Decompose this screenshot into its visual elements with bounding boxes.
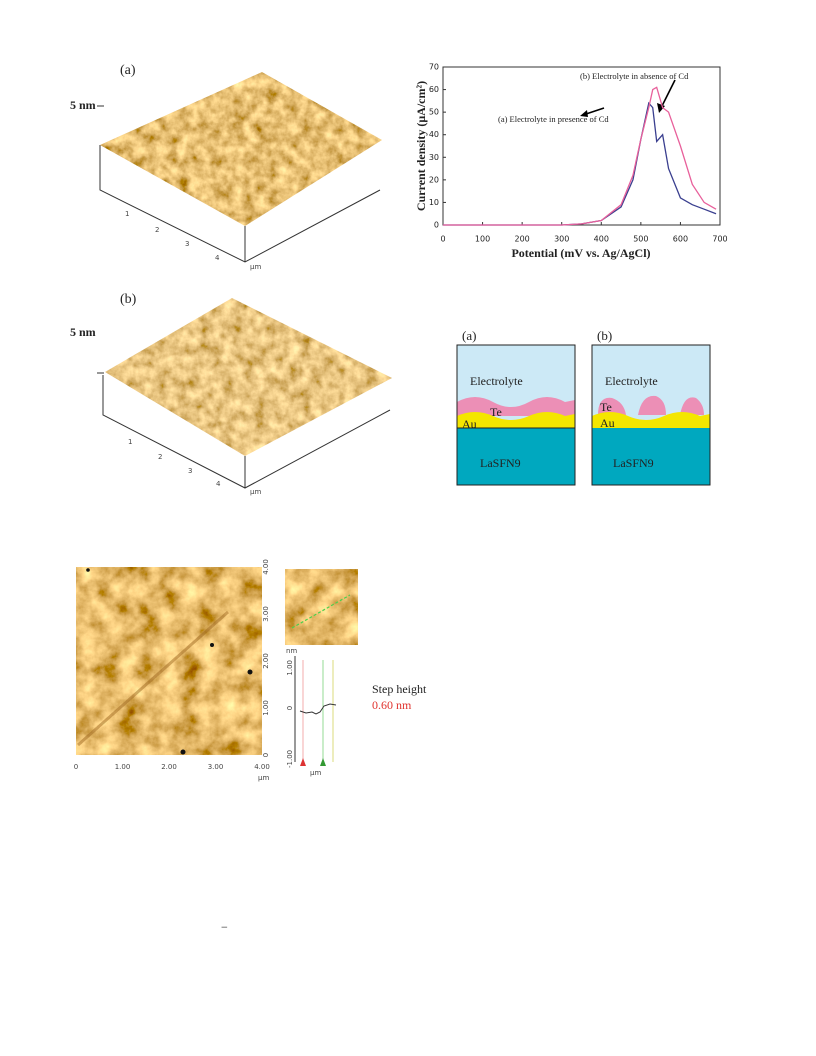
y-tick-label: 50 <box>429 108 439 117</box>
tick-label: 0 <box>74 763 78 771</box>
layer-label: Te <box>490 405 502 419</box>
layer-label: Au <box>462 417 477 431</box>
y-tick-label: 20 <box>429 175 439 184</box>
layer-label: Electrolyte <box>605 374 658 388</box>
afm-inset <box>285 569 358 645</box>
y-tick-label: 0 <box>434 221 439 230</box>
unit: μm <box>310 769 321 777</box>
afm-2d: 4.00 3.00 2.00 1.00 0 0 1.00 2.00 3.00 4.00 μm nm… <box>74 559 427 782</box>
tick-label: 3 <box>188 467 192 475</box>
tick-label: 4.00 <box>254 763 270 771</box>
mark: − <box>221 920 228 934</box>
unit: nm <box>286 647 297 655</box>
unit: μm <box>258 774 269 782</box>
tick-label: 0 <box>286 706 294 710</box>
x-axis-label: Potential (mV vs. Ag/AgCl) <box>511 246 650 260</box>
afm-3d-b: (b) 5 nm 1 2 3 4 μm <box>70 292 392 496</box>
layer-label: Au <box>600 416 615 430</box>
unit: μm <box>250 263 261 271</box>
y-axis-label: Current density (μA/cm²) <box>414 81 428 211</box>
layer-label: Te <box>600 400 612 414</box>
x-tick-label: 700 <box>712 235 727 244</box>
y-tick-label: 60 <box>429 85 439 94</box>
tick-label: -1.00 <box>286 750 294 768</box>
tick-label: 4 <box>215 254 220 262</box>
layer-label: Electrolyte <box>470 374 523 388</box>
tick-label: 2 <box>155 226 159 234</box>
series-annotation: (a) Electrolyte in presence of Cd <box>498 114 609 124</box>
series-line <box>443 86 717 226</box>
y-tick-label: 70 <box>429 63 439 72</box>
panel-label: (a) <box>462 328 476 343</box>
step-label: Step height <box>372 682 427 696</box>
layer-label: LaSFN9 <box>613 456 654 470</box>
unit: μm <box>250 488 261 496</box>
tick-label: 1.00 <box>286 660 294 676</box>
tick-label: 4 <box>216 480 221 488</box>
tick-label: 1.00 <box>262 700 270 716</box>
tick-label: 4.00 <box>262 559 270 575</box>
y-tick-label: 40 <box>429 130 439 139</box>
tick-label: 1.00 <box>115 763 131 771</box>
tick-label: 2.00 <box>161 763 177 771</box>
y-tick-label: 10 <box>429 198 439 207</box>
series-annotation: (b) Electrolyte in absence of Cd <box>580 71 689 81</box>
afm-surface <box>105 298 392 456</box>
x-tick-label: 300 <box>554 235 569 244</box>
panel-label: (b) <box>120 292 137 307</box>
arrow <box>660 79 676 109</box>
x-tick-label: 100 <box>475 235 490 244</box>
profile: 1.00 0 -1.00 μm <box>286 656 337 777</box>
plot-frame <box>442 66 721 226</box>
afm-surface <box>100 72 382 226</box>
step-value: 0.60 nm <box>372 698 412 712</box>
y-tick-label: 30 <box>429 153 439 162</box>
tick-label: 3 <box>185 240 189 248</box>
tick-label: 3.00 <box>208 763 224 771</box>
tick-label: 1 <box>128 438 132 446</box>
tick-label: 2.00 <box>262 653 270 669</box>
x-tick-label: 200 <box>515 235 530 244</box>
afm-image <box>76 567 262 755</box>
tick-label: 3.00 <box>262 606 270 622</box>
chart: Potential (mV vs. Ag/AgCl) Current densi… <box>414 63 728 260</box>
tick-label: 2 <box>158 453 162 461</box>
schematic: (a) Electrolyte Te Au LaSFN9 (b) Electro… <box>456 328 711 486</box>
panel-a: (a) Electrolyte Te Au LaSFN9 <box>456 328 576 486</box>
x-tick-label: 500 <box>633 235 648 244</box>
panel-label: (a) <box>120 63 136 78</box>
tick-label: 1 <box>125 210 129 218</box>
z-scale: 5 nm <box>70 325 96 339</box>
x-tick-label: 0 <box>440 235 445 244</box>
x-tick-label: 600 <box>673 235 688 244</box>
panel-b: (b) Electrolyte Te Au LaSFN9 <box>591 328 711 486</box>
panel-label: (b) <box>597 328 612 343</box>
layer-label: LaSFN9 <box>480 456 521 470</box>
z-scale: 5 nm <box>70 98 96 112</box>
tick-label: 0 <box>262 753 270 757</box>
afm-3d-a: (a) 5 nm 1 2 3 4 μm <box>70 63 382 271</box>
x-tick-label: 400 <box>594 235 609 244</box>
